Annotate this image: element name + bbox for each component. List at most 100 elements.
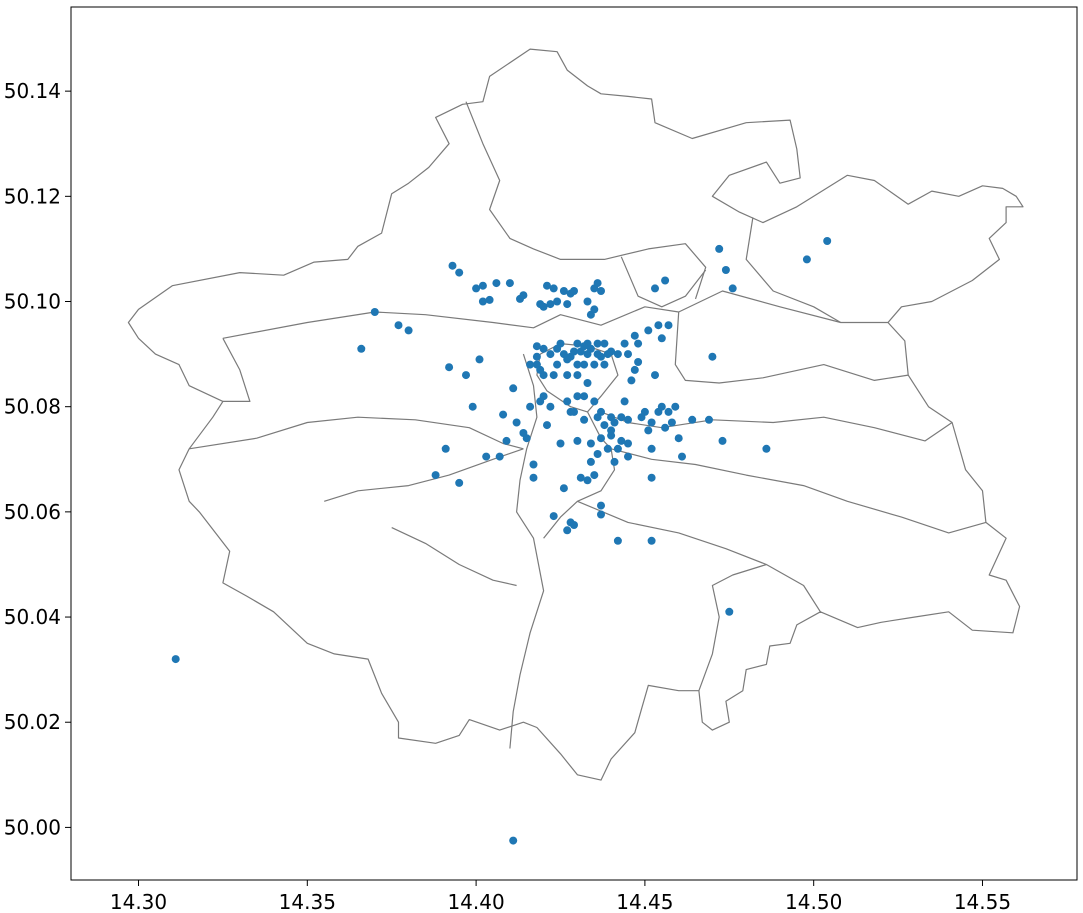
y-tick-label: 50.02 [4, 710, 61, 734]
data-point [654, 321, 663, 330]
data-point [624, 415, 632, 424]
data-point [563, 526, 572, 535]
data-point [607, 426, 616, 435]
district-boundary-2 [465, 101, 707, 300]
data-point [478, 297, 487, 306]
data-point [536, 365, 545, 374]
district-boundary-6 [600, 411, 953, 442]
district-boundary-1 [222, 290, 888, 339]
data-point [613, 536, 622, 545]
data-point [563, 371, 572, 380]
district-boundaries [127, 48, 1024, 781]
data-point [455, 478, 464, 487]
data-point [559, 287, 568, 295]
data-point [728, 284, 737, 293]
data-point [526, 360, 535, 369]
data-point [600, 421, 609, 430]
data-point [661, 276, 670, 285]
data-point [573, 371, 582, 380]
city-outer-boundary [127, 48, 1024, 781]
data-point [475, 355, 484, 364]
data-point [617, 413, 626, 422]
x-axis: 14.30 14.35 14.40 14.45 14.50 14.55 [110, 880, 1011, 913]
data-point [593, 450, 602, 458]
data-point [620, 397, 629, 406]
data-point [573, 436, 582, 445]
data-point [597, 501, 605, 510]
data-point [590, 305, 599, 314]
data-point [583, 476, 592, 485]
data-point [671, 402, 680, 411]
district-boundary-12 [577, 500, 821, 613]
data-point [630, 331, 639, 340]
data-point [539, 302, 548, 311]
data-point [573, 392, 582, 401]
data-point [647, 418, 656, 427]
data-point [468, 402, 477, 411]
data-point [597, 434, 605, 443]
data-point [651, 284, 659, 293]
data-point [394, 321, 403, 330]
data-point [715, 244, 724, 253]
data-point [721, 266, 730, 274]
data-point [404, 326, 413, 335]
data-point [651, 371, 659, 380]
data-point [563, 300, 572, 309]
axes-frame [70, 6, 1078, 881]
data-point [634, 339, 643, 348]
data-point [462, 371, 470, 380]
data-point [532, 352, 541, 361]
data-point [593, 279, 602, 288]
data-point [543, 281, 551, 290]
x-tick-label: 14.30 [110, 890, 167, 913]
data-point [688, 415, 697, 424]
data-point [644, 426, 653, 435]
data-point [580, 360, 589, 369]
data-point [563, 397, 572, 406]
data-point [573, 339, 582, 348]
data-point [600, 339, 609, 348]
district-boundary-3 [674, 311, 909, 384]
data-point [583, 379, 592, 387]
data-point [553, 344, 562, 353]
data-point [455, 268, 464, 277]
data-points [171, 237, 832, 845]
data-point [644, 326, 653, 335]
data-point [590, 397, 599, 406]
data-point [647, 473, 656, 482]
data-point [549, 284, 558, 293]
district-boundary-11 [391, 527, 517, 587]
data-point [526, 402, 535, 411]
data-point [522, 434, 531, 443]
data-point [509, 384, 518, 393]
data-point [519, 291, 528, 300]
district-boundary-14 [620, 256, 707, 308]
data-point [499, 410, 508, 419]
data-point [590, 471, 599, 480]
data-point [539, 392, 548, 401]
data-point [553, 297, 562, 306]
data-point [570, 407, 578, 416]
district-boundary-4 [189, 416, 524, 450]
data-point [613, 350, 622, 359]
data-point [478, 281, 487, 290]
data-point [664, 407, 673, 416]
data-point [529, 460, 538, 469]
district-boundary-16 [222, 338, 251, 402]
data-point [630, 365, 639, 374]
data-point [492, 279, 501, 288]
data-point [678, 452, 686, 461]
data-point [657, 402, 666, 411]
data-point [570, 521, 578, 529]
data-point [546, 402, 555, 411]
data-point [603, 444, 612, 453]
x-tick-label: 14.55 [954, 890, 1011, 913]
data-point [580, 415, 589, 424]
data-point [708, 352, 717, 361]
data-point [718, 436, 727, 445]
data-point [559, 484, 568, 493]
data-point [573, 360, 582, 369]
data-point [529, 473, 538, 482]
data-point [171, 655, 180, 664]
data-point [593, 350, 602, 359]
